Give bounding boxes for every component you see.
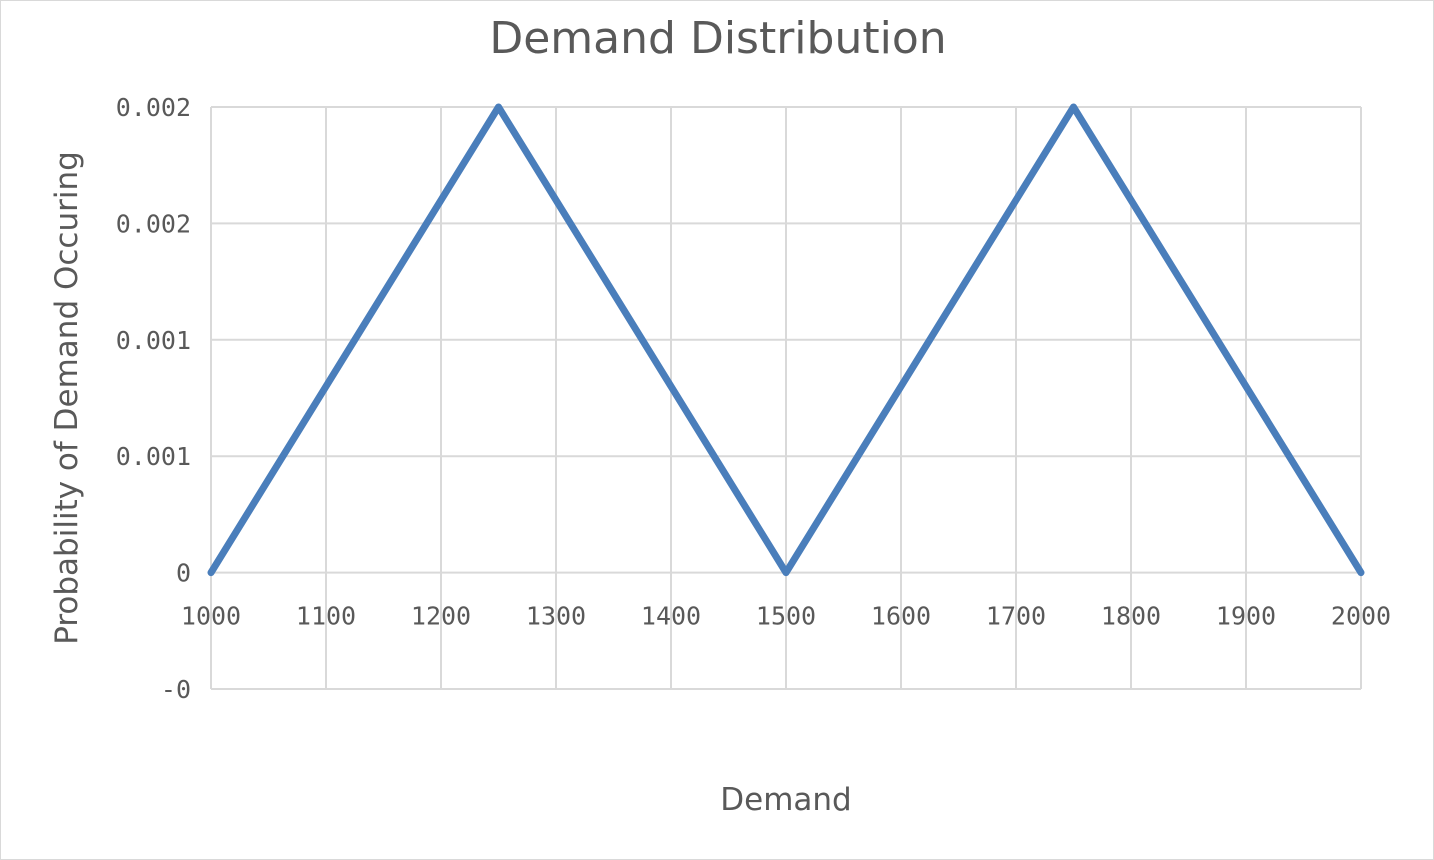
y-tick-label: 0.002 [116,93,191,122]
x-axis-ticks: 1000 1100 1200 1300 1400 1500 1600 1700 1800 1900… [181,602,1391,631]
x-tick-label: 1100 [296,602,356,631]
data-point [783,569,789,576]
y-tick-label: 0.001 [116,326,191,355]
series-layer [207,103,1365,577]
x-tick-label: 1000 [181,602,241,631]
y-tick-label: 0.002 [116,209,191,238]
data-point [495,104,502,110]
data-point [208,569,214,576]
x-axis-label: Demand [720,782,851,818]
x-tick-label: 1300 [526,602,586,631]
y-tick-label: 0 [176,559,191,588]
chart-title: Demand Distribution [489,13,946,64]
y-axis-label: Probability of Demand Occuring [49,151,85,645]
x-tick-label: 1900 [1216,602,1276,631]
y-axis-ticks: -0 0 0.001 0.001 0.002 0.002 [116,93,191,704]
x-tick-label: 2000 [1331,602,1391,631]
x-tick-label: 1700 [986,602,1046,631]
data-point [1070,104,1077,110]
x-tick-label: 1500 [756,602,816,631]
y-tick-label: -0 [161,675,191,704]
x-tick-label: 1600 [871,602,931,631]
x-tick-label: 1400 [641,602,701,631]
x-tick-label: 1200 [411,602,471,631]
x-tick-label: 1800 [1101,602,1161,631]
y-tick-label: 0.001 [116,442,191,471]
data-point [1358,569,1364,576]
